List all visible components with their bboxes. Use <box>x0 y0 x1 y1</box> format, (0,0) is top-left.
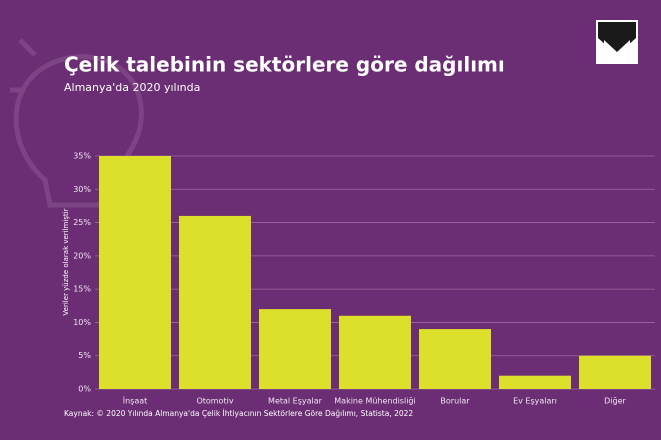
chart-subtitle: Almanya'da 2020 yılında <box>64 81 200 94</box>
bar <box>179 215 251 389</box>
x-tick-label: Borular <box>440 397 470 406</box>
y-axis-label: Veriler yüzde olarak verilmiştir <box>62 208 70 315</box>
y-tick-label: 10% <box>73 318 91 327</box>
y-tick-label: 35% <box>73 152 91 161</box>
y-tick-label: 20% <box>73 251 91 260</box>
bar <box>259 309 331 389</box>
x-tick-label: Diğer <box>604 397 626 406</box>
bar <box>419 329 491 389</box>
bar <box>339 315 411 389</box>
y-tick-label: 5% <box>78 351 91 360</box>
bar <box>499 375 571 389</box>
y-tick-label: 15% <box>73 285 91 294</box>
source: Kaynak: © 2020 Yılında Almanya'da Çelik … <box>64 409 413 418</box>
logo <box>596 20 638 64</box>
x-tick-label: İnşaat <box>123 396 148 406</box>
y-tick-label: 30% <box>73 185 91 194</box>
y-tick-label: 0% <box>78 385 91 394</box>
x-tick-label: Ev Eşyaları <box>513 397 557 406</box>
x-tick-label: Otomotiv <box>196 397 233 406</box>
chart-title: Çelik talebinin sektörlere göre dağılımı <box>64 53 505 77</box>
x-tick-label: Metal Eşyalar <box>268 397 323 406</box>
x-tick-label: Makine Mühendisliği <box>334 397 415 406</box>
bar <box>579 355 651 389</box>
y-tick-label: 25% <box>73 218 91 227</box>
bar <box>99 156 171 389</box>
